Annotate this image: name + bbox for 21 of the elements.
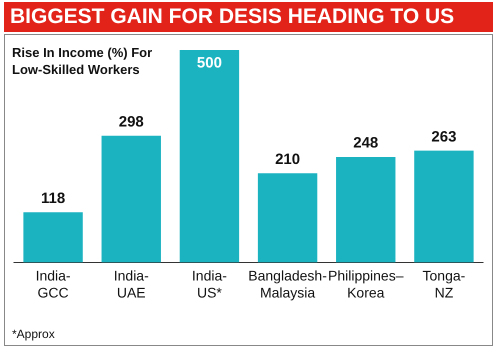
- text: *Approx: [12, 327, 55, 341]
- data-label: 210: [275, 150, 300, 168]
- data-label: 118: [40, 190, 66, 207]
- bar: [102, 136, 161, 262]
- x-tick-label: Tonga-NZ: [422, 268, 466, 300]
- data-label: 248: [353, 134, 378, 152]
- data-label: 500: [196, 54, 222, 72]
- bar: [414, 150, 474, 262]
- data-label: 298: [118, 113, 144, 130]
- chart-subtitle: Rise In Income (%) For Low-Skilled Workers: [12, 44, 154, 78]
- x-tick-label: Bangladesh-Malaysia: [248, 268, 328, 300]
- bar: [180, 50, 240, 262]
- bar: [336, 157, 396, 262]
- x-tick-label: India-UAE: [114, 268, 150, 300]
- x-tick-label: India-GCC: [36, 268, 71, 300]
- data-label: 263: [431, 128, 456, 146]
- bar: [23, 212, 83, 262]
- x-tick-label: Philippines–Korea: [328, 268, 404, 300]
- bar: [258, 173, 318, 262]
- chart-title: BIGGEST GAIN FOR DESIS HEADING TO US: [4, 2, 493, 32]
- x-tick-label: India-US*: [192, 268, 228, 300]
